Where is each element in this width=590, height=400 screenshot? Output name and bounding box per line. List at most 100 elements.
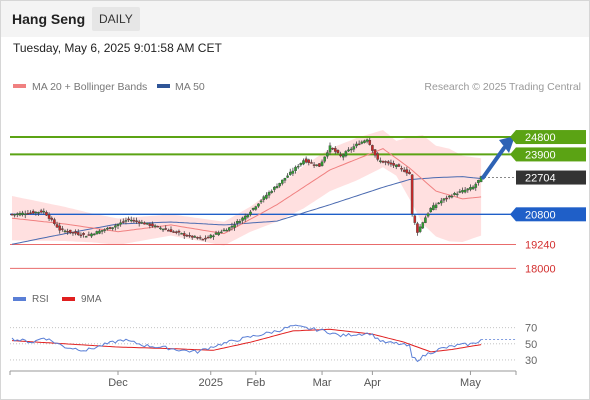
candle: [140, 219, 144, 225]
candle: [50, 216, 54, 222]
rsi-tick-label-70: 70: [525, 323, 537, 335]
candle-body: [116, 224, 120, 227]
candle: [392, 160, 395, 169]
ma50-line: [11, 176, 482, 245]
candle-body: [299, 162, 303, 166]
candle-body: [334, 148, 337, 152]
candle: [108, 226, 112, 230]
instrument-title: Hang Seng: [12, 11, 86, 27]
candle: [381, 160, 385, 164]
candle-body: [212, 235, 215, 238]
candle-body: [275, 186, 279, 189]
candle: [376, 151, 380, 162]
candle: [410, 174, 414, 217]
candle: [326, 150, 329, 159]
rsi-ma-legend-swatch: [62, 297, 75, 301]
candle-body: [249, 211, 252, 215]
candle-body: [71, 232, 75, 234]
candle-body: [426, 213, 430, 217]
candle-body: [466, 188, 470, 191]
candle-body: [55, 224, 59, 228]
candle-body: [270, 190, 274, 193]
rsi-plot: 70 50 30: [10, 323, 537, 367]
candle: [312, 161, 316, 169]
x-axis-label-2025: 2025: [199, 377, 223, 389]
candle: [10, 213, 14, 216]
candle: [278, 182, 281, 188]
candle-body: [320, 161, 324, 167]
ma20-legend-swatch: [13, 84, 26, 88]
resistance-tag-24800: [516, 130, 586, 145]
candle-body: [363, 140, 366, 143]
candle: [23, 210, 27, 219]
candle: [334, 146, 337, 155]
candle: [461, 187, 464, 194]
candle: [352, 143, 356, 152]
candle: [201, 238, 205, 241]
candle: [296, 163, 300, 170]
candle-body: [206, 236, 210, 239]
candle: [214, 230, 218, 235]
candle-body: [196, 237, 199, 239]
candle: [320, 159, 324, 167]
candle-body: [312, 164, 316, 166]
candle: [76, 229, 80, 236]
candle-body: [16, 213, 19, 215]
candle-body: [45, 212, 48, 216]
candle: [137, 219, 141, 227]
candle-body: [461, 190, 464, 193]
candle: [341, 153, 345, 161]
candle-body: [58, 225, 61, 231]
candle: [249, 210, 252, 217]
candle-body: [352, 146, 356, 150]
candle: [238, 218, 242, 224]
candle: [68, 229, 72, 235]
candle: [307, 158, 311, 166]
candle: [13, 213, 16, 218]
rsi-grid: [10, 327, 516, 361]
candle: [116, 223, 120, 229]
candle-body: [251, 208, 255, 210]
candle: [426, 212, 430, 218]
candle: [79, 232, 83, 239]
candle: [304, 156, 308, 164]
candle-body: [432, 205, 435, 211]
candle-body: [50, 217, 54, 220]
candle-body: [193, 236, 197, 238]
candle-body: [87, 234, 91, 236]
candle-body: [39, 210, 43, 213]
candle: [262, 195, 266, 203]
candle-body: [331, 148, 334, 150]
level-labels: 24800 23900 22704 20800 19240 18000: [510, 130, 586, 275]
candle-body: [267, 192, 271, 196]
candle: [143, 221, 146, 225]
candle: [267, 190, 271, 199]
candle-body: [106, 227, 109, 230]
candle-body: [458, 191, 462, 193]
candle: [103, 228, 107, 233]
candle: [437, 201, 440, 205]
candle-body: [68, 229, 72, 233]
candle: [416, 221, 419, 236]
candle: [58, 222, 61, 234]
candle: [440, 197, 443, 206]
candle: [148, 222, 152, 229]
candle-body: [235, 221, 239, 224]
candle: [389, 159, 393, 167]
candle: [98, 229, 101, 235]
candle: [37, 211, 40, 216]
candle: [257, 203, 260, 208]
candle: [198, 235, 202, 241]
candle-body: [392, 163, 395, 166]
candle-body: [188, 234, 191, 237]
candle-body: [413, 215, 417, 223]
candle: [344, 150, 348, 158]
candle-body: [445, 197, 448, 200]
candle-body: [209, 234, 213, 238]
candle-body: [145, 222, 149, 225]
candle-body: [455, 193, 459, 196]
candle-body: [323, 156, 327, 162]
bollinger-band-fill: [12, 130, 482, 246]
timeframe-badge[interactable]: DAILY: [92, 7, 140, 31]
